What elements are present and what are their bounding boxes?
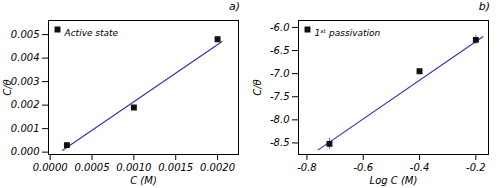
svg-text:0.003: 0.003 <box>11 76 40 87</box>
svg-text:Log C (M): Log C (M) <box>370 175 418 186</box>
svg-text:0.001: 0.001 <box>11 123 40 134</box>
svg-text:C (M): C (M) <box>130 175 157 186</box>
svg-text:-7.0: -7.0 <box>270 68 290 79</box>
svg-text:-0.6: -0.6 <box>353 162 373 173</box>
svg-text:0.005: 0.005 <box>11 29 40 40</box>
html-text:a): a) <box>229 0 240 13</box>
svg-text:-0.8: -0.8 <box>297 162 317 173</box>
svg-text:-8.5: -8.5 <box>270 137 290 148</box>
svg-text:Active state: Active state <box>64 28 119 38</box>
svg-text:-7.5: -7.5 <box>270 91 290 102</box>
svg-text:0.0015: 0.0015 <box>158 162 193 173</box>
svg-text:0.004: 0.004 <box>11 52 40 63</box>
html-text:b): b) <box>478 0 490 13</box>
svg-text:0.0020: 0.0020 <box>200 162 235 173</box>
svg-text:C/θ: C/θ <box>252 79 263 95</box>
svg-text:-0.2: -0.2 <box>466 162 486 173</box>
svg-text:-8.0: -8.0 <box>270 114 290 125</box>
svg-text:-0.4: -0.4 <box>410 162 430 173</box>
svg-text:0.0010: 0.0010 <box>116 162 151 173</box>
svg-text:0.0000: 0.0000 <box>33 162 68 173</box>
svg-text:0.002: 0.002 <box>11 99 40 110</box>
svg-text:C/θ: C/θ <box>2 79 13 95</box>
svg-text:-6.0: -6.0 <box>270 22 290 33</box>
svg-text:0.0005: 0.0005 <box>75 162 110 173</box>
svg-text:1ˢᵗ passivation: 1ˢᵗ passivation <box>315 28 381 38</box>
svg-text:-6.5: -6.5 <box>270 45 290 56</box>
svg-text:0.000: 0.000 <box>11 146 40 157</box>
